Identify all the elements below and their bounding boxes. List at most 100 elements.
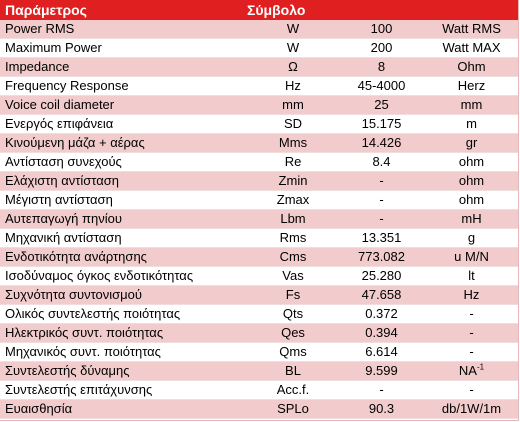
value-cell: 45-4000 — [357, 78, 406, 93]
table-row: Ισοδύναμος όγκος ενδοτικότητας Vas 25.280 l… — [0, 266, 518, 286]
param-cell: Impedance — [5, 59, 70, 74]
header-symbol: Σύμβολο — [247, 2, 306, 18]
symbol-cell: Re — [284, 154, 302, 169]
table-row: Κινούμενη μάζα + αέρας Mms 14.426 gr — [0, 133, 518, 153]
unit-cell: gr — [465, 135, 478, 150]
unit-cell: Watt RMS — [442, 21, 501, 36]
unit-cell: - — [469, 344, 474, 359]
value-cell: 25 — [374, 97, 389, 112]
table-row: Voice coil diameter mm 25 mm — [0, 95, 518, 115]
symbol-cell: W — [286, 40, 300, 55]
symbol-cell: Qts — [282, 306, 304, 321]
param-cell: Αντίσταση συνεχούς — [5, 154, 122, 169]
unit-cell: Ohm — [457, 59, 486, 74]
param-cell: Power RMS — [5, 21, 75, 36]
unit-cell: Watt MAX — [442, 40, 501, 55]
value-cell: 200 — [370, 40, 393, 55]
value-cell: 0.372 — [365, 306, 398, 321]
table-row: Ελάχιστη αντίσταση Zmin - ohm — [0, 171, 518, 191]
symbol-cell: Zmax — [276, 192, 310, 207]
value-cell: 773.082 — [358, 249, 405, 264]
param-cell: Ενεργός επιφάνεια — [5, 116, 114, 131]
param-cell: Ελάχιστη αντίσταση — [5, 173, 119, 188]
symbol-cell: SD — [283, 116, 303, 131]
table-row: Μέγιστη αντίσταση Zmax - ohm — [0, 190, 518, 210]
header-unit — [424, 0, 518, 20]
table-row: Συντελεστής δύναμης BL 9.599 NA-1 — [0, 361, 518, 381]
table-row: Μηχανικός συντ. ποιότητας Qms 6.614 - — [0, 342, 518, 362]
value-cell: - — [379, 211, 384, 226]
value-cell: 100 — [370, 21, 393, 36]
symbol-cell: SPLo — [277, 401, 309, 416]
unit-cell: lt — [468, 268, 475, 283]
symbol-cell: W — [286, 21, 300, 36]
param-cell: Μέγιστη αντίσταση — [5, 192, 113, 207]
param-cell: Ισοδύναμος όγκος ενδοτικότητας — [5, 268, 194, 283]
unit-cell: ohm — [458, 154, 485, 169]
value-cell: - — [379, 192, 384, 207]
symbol-cell: Qms — [279, 344, 307, 359]
table-row: Μηχανική αντίσταση Rms 13.351 g — [0, 228, 518, 248]
value-cell: 6.614 — [365, 344, 398, 359]
unit-cell: Herz — [457, 78, 486, 93]
unit-cell: m — [466, 116, 477, 131]
symbol-cell: Acc.f. — [276, 382, 310, 397]
unit-cell: - — [469, 382, 474, 397]
value-cell: 8.4 — [372, 154, 391, 169]
param-cell: Κινούμενη μάζα + αέρας — [5, 135, 145, 150]
symbol-cell: Zmin — [278, 173, 308, 188]
param-cell: Συντελεστής δύναμης — [5, 363, 130, 378]
header-param: Παράμετρος — [5, 2, 87, 18]
param-cell: Συντελεστής επιτάχυνσης — [5, 382, 153, 397]
unit-cell: ohm — [458, 173, 485, 188]
param-cell: Αυτεπαγωγή πηνίου — [5, 211, 122, 226]
symbol-cell: Mms — [278, 135, 308, 150]
value-cell: 0.394 — [365, 325, 398, 340]
table-row: Ευαισθησία SPLo 90.3 db/1W/1m — [0, 399, 518, 419]
param-cell: Ενδοτικότητα ανάρτησης — [5, 249, 147, 264]
table-row: Αυτεπαγωγή πηνίου Lbm - mH — [0, 209, 518, 229]
param-cell: Ολικός συντελεστής ποιότητας — [5, 306, 181, 321]
table-row: Ηλεκτρικός συντ. ποιότητας Qes 0.394 - — [0, 323, 518, 343]
table-row: Power RMS W 100 Watt RMS — [0, 20, 518, 39]
unit-cell: - — [469, 325, 474, 340]
table-row: Αντίσταση συνεχούς Re 8.4 ohm — [0, 152, 518, 172]
param-cell: Συχνότητα συντονισμού — [5, 287, 143, 302]
value-cell: 8 — [377, 59, 386, 74]
value-cell: 14.426 — [361, 135, 402, 150]
value-cell: 15.175 — [361, 116, 402, 131]
table-row: Ενδοτικότητα ανάρτησης Cms 773.082 u M/N — [0, 247, 518, 267]
unit-cell: u M/N — [454, 249, 489, 264]
symbol-cell: Rms — [279, 230, 307, 245]
table-row: Συχνότητα συντονισμού Fs 47.658 Hz — [0, 285, 518, 305]
symbol-cell: Vas — [282, 268, 304, 283]
unit-cell: ohm — [458, 192, 485, 207]
value-cell: - — [379, 382, 384, 397]
param-cell: Μηχανικός συντ. ποιότητας — [5, 344, 161, 359]
unit-cell: - — [469, 306, 474, 321]
header-row: Παράμετρος Σύμβολο — [0, 0, 518, 20]
header-value — [339, 0, 424, 20]
symbol-cell: Fs — [285, 287, 301, 302]
symbol-cell: Qes — [281, 325, 305, 340]
unit-cell: Hz — [463, 287, 480, 302]
unit-text: NA — [458, 363, 477, 378]
table-row: Ολικός συντελεστής ποιότητας Qts 0.372 - — [0, 304, 518, 324]
param-cell: Maximum Power — [5, 40, 102, 55]
symbol-cell: Hz — [285, 78, 301, 93]
param-cell: Ευαισθησία — [5, 401, 73, 416]
symbol-cell: Ω — [288, 59, 298, 74]
value-cell: 90.3 — [368, 401, 395, 416]
symbol-cell: Lbm — [280, 211, 306, 226]
param-cell: Ηλεκτρικός συντ. ποιότητας — [5, 325, 164, 340]
table-row: Συντελεστής επιτάχυνσης Acc.f. - - — [0, 380, 518, 400]
value-cell: 13.351 — [361, 230, 402, 245]
table-row: Impedance Ω 8 Ohm — [0, 57, 518, 77]
param-cell: Frequency Response — [5, 78, 129, 93]
unit-cell: g — [467, 230, 476, 245]
param-cell: Voice coil diameter — [5, 97, 115, 112]
value-cell: 25.280 — [361, 268, 402, 283]
value-cell: - — [379, 173, 384, 188]
table-row: Frequency Response Hz 45-4000 Herz — [0, 76, 518, 96]
